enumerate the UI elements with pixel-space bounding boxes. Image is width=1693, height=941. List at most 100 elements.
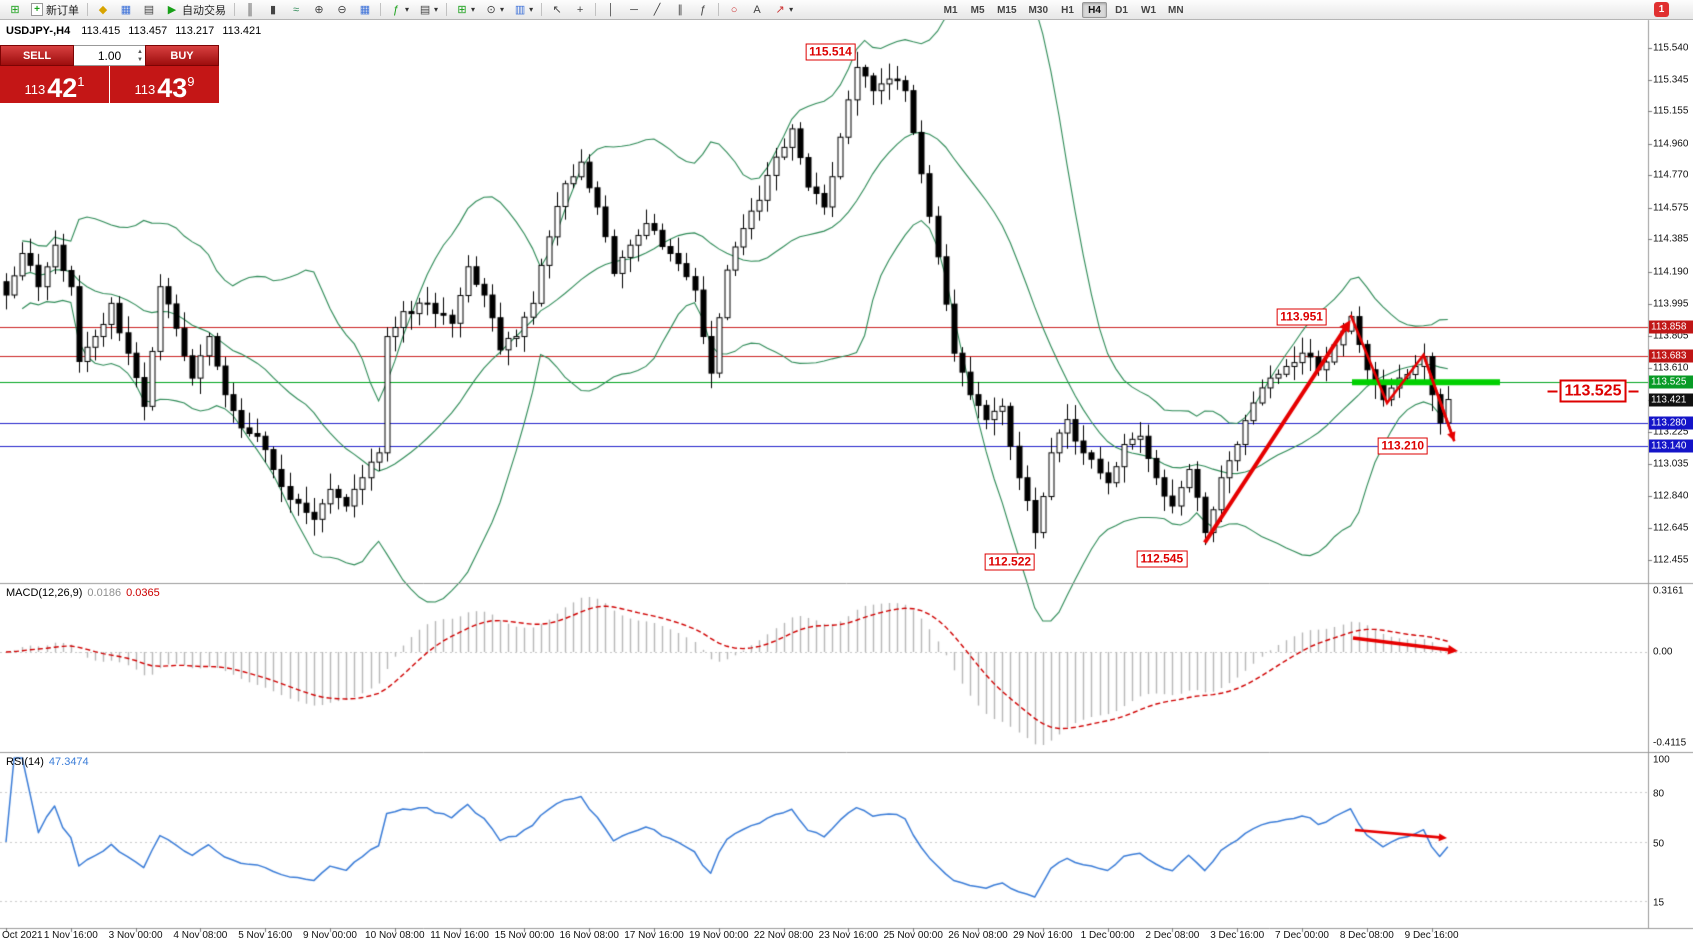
shapes-button[interactable]: ○: [723, 1, 745, 18]
price-scale-label: 115.155: [1653, 105, 1689, 117]
zoom-out-icon: ⊖: [337, 3, 347, 16]
timeframe-m30-button[interactable]: M30: [1028, 4, 1048, 16]
trendline-button[interactable]: ╱: [646, 1, 668, 18]
toolbar-separator: [234, 3, 235, 16]
time-scale-label: Oct 2021: [2, 930, 43, 941]
zoom-in-button[interactable]: ⊕: [308, 1, 330, 18]
sell-button[interactable]: SELL: [0, 45, 74, 66]
ask-prefix: 113: [134, 82, 156, 97]
auto-trading-icon: ▶: [167, 3, 177, 16]
fibonacci-button[interactable]: ƒ: [692, 1, 714, 18]
timeframe-m5-button[interactable]: M5: [970, 4, 985, 16]
market-watch-button[interactable]: ◆: [92, 1, 114, 18]
order-buttons-row: SELL 1.00 ▲ ▼ BUY: [0, 45, 219, 66]
price-scale-label: 114.960: [1653, 138, 1689, 150]
time-scale-label: 5 Nov 16:00: [238, 930, 293, 941]
macd-name: MACD(12,26,9): [6, 587, 83, 599]
cursor-icon: ↖: [552, 3, 562, 16]
price-callout: 113.210: [1377, 437, 1429, 455]
rsi-scale-label: 80: [1653, 788, 1665, 800]
ohlc-high: 113.457: [128, 25, 168, 37]
chevron-down-icon: ▾: [529, 5, 534, 14]
spinner-down-icon[interactable]: ▼: [137, 57, 143, 63]
zoom-out-button[interactable]: ⊖: [331, 1, 353, 18]
timeframe-mn-button[interactable]: MN: [1168, 4, 1184, 16]
buy-button[interactable]: BUY: [145, 45, 219, 66]
time-scale-label: 3 Dec 16:00: [1210, 930, 1265, 941]
navigator-icon: ▤: [143, 3, 155, 16]
macd-indicator-label: MACD(12,26,9) 0.0186 0.0365: [6, 587, 160, 599]
rsi-scale-label: 50: [1653, 838, 1665, 850]
indicators-button[interactable]: ƒ ▾: [385, 1, 413, 18]
notifications-badge[interactable]: 1: [1654, 2, 1669, 17]
time-scale-label: 4 Nov 08:00: [173, 930, 228, 941]
fibonacci-icon: ƒ: [700, 3, 707, 16]
macd-scale-top-label: 0.3161: [1653, 585, 1684, 597]
time-scale-label: 1 Dec 00:00: [1080, 930, 1135, 941]
data-window-button[interactable]: ▦: [115, 1, 137, 18]
new-order-label: 新订单: [46, 4, 79, 17]
tile-windows-icon: ▦: [359, 3, 371, 16]
price-level-tag: 113.525: [1649, 375, 1693, 389]
chevron-down-icon: ▾: [500, 5, 505, 14]
quote-prices-row: 113 42 1 113 43 9: [0, 66, 219, 103]
volume-spinner[interactable]: ▲ ▼: [137, 48, 143, 64]
line-chart-button[interactable]: ≈: [285, 1, 307, 18]
timeframe-d1-button[interactable]: D1: [1115, 4, 1128, 16]
add-chart-icon: ⊞: [457, 3, 467, 16]
toolbar-separator: [718, 3, 720, 16]
price-scale-label: 114.385: [1653, 233, 1689, 245]
ellipse-shape-icon: ○: [730, 3, 738, 16]
profiles-button[interactable]: ▤ ▾: [414, 1, 442, 18]
price-scale-label: 114.575: [1653, 202, 1689, 214]
time-scale-label: 7 Dec 00:00: [1275, 930, 1329, 941]
spinner-up-icon[interactable]: ▲: [137, 49, 143, 55]
arrows-tool-button[interactable]: ↗ ▾: [769, 1, 797, 18]
time-scale-label: 22 Nov 08:00: [753, 930, 814, 941]
auto-trading-button[interactable]: ▶ 自动交易: [161, 1, 230, 18]
candlestick-chart-button[interactable]: ▮: [262, 1, 284, 18]
chevron-down-icon: ▾: [789, 5, 794, 14]
text-tool-button[interactable]: A: [746, 1, 768, 18]
bid-prefix: 113: [24, 82, 46, 97]
price-level-tag: 113.421: [1649, 393, 1693, 407]
time-scale-label: 3 Nov 00:00: [108, 930, 163, 941]
data-window-icon: ▦: [120, 3, 132, 16]
price-scale-label: 115.345: [1653, 74, 1689, 86]
new-chart-button[interactable]: ⊞: [4, 1, 26, 18]
ask-pip: 9: [187, 74, 195, 89]
price-scale-label: 112.840: [1653, 490, 1689, 502]
timeframe-m15-button[interactable]: M15: [997, 4, 1017, 16]
timeframe-h4-button[interactable]: H4: [1082, 1, 1107, 18]
vertical-line-button[interactable]: │: [600, 1, 622, 18]
toolbar-separator: [87, 3, 88, 16]
new-order-button[interactable]: + 新订单: [27, 1, 83, 18]
new-chart-icon: ⊞: [10, 3, 20, 16]
templates-button[interactable]: ▥ ▾: [509, 1, 537, 18]
timeframe-w1-button[interactable]: W1: [1141, 4, 1156, 16]
periods-button[interactable]: ⊙ ▾: [480, 1, 508, 18]
ohlc-bars-button[interactable]: ║: [239, 1, 261, 18]
ohlc-low: 113.217: [175, 25, 215, 37]
horizontal-line-button[interactable]: ─: [623, 1, 645, 18]
price-scale-label: 113.225: [1653, 426, 1689, 438]
profiles-icon: ▤: [419, 3, 431, 16]
time-scale-label: 9 Dec 16:00: [1404, 930, 1459, 941]
timeframe-h1-button[interactable]: H1: [1061, 4, 1074, 16]
chart-symbol-period: USDJPY-,H4: [6, 25, 71, 37]
add-chart-button[interactable]: ⊞ ▾: [451, 1, 479, 18]
timeframe-m1-button[interactable]: M1: [943, 4, 958, 16]
crosshair-button[interactable]: +: [569, 1, 591, 18]
channel-button[interactable]: ∥: [669, 1, 691, 18]
time-scale-label: 29 Nov 16:00: [1013, 930, 1073, 941]
navigator-button[interactable]: ▤: [138, 1, 160, 18]
cursor-button[interactable]: ↖: [546, 1, 568, 18]
tile-windows-button[interactable]: ▦: [354, 1, 376, 18]
ask-price: 113 43 9: [110, 66, 219, 103]
time-scale-label: 9 Nov 00:00: [303, 930, 357, 941]
rsi-scale-label: 100: [1653, 754, 1670, 766]
volume-input[interactable]: 1.00 ▲ ▼: [74, 45, 145, 66]
template-icon: ▥: [514, 3, 526, 16]
channel-icon: ∥: [677, 3, 683, 16]
